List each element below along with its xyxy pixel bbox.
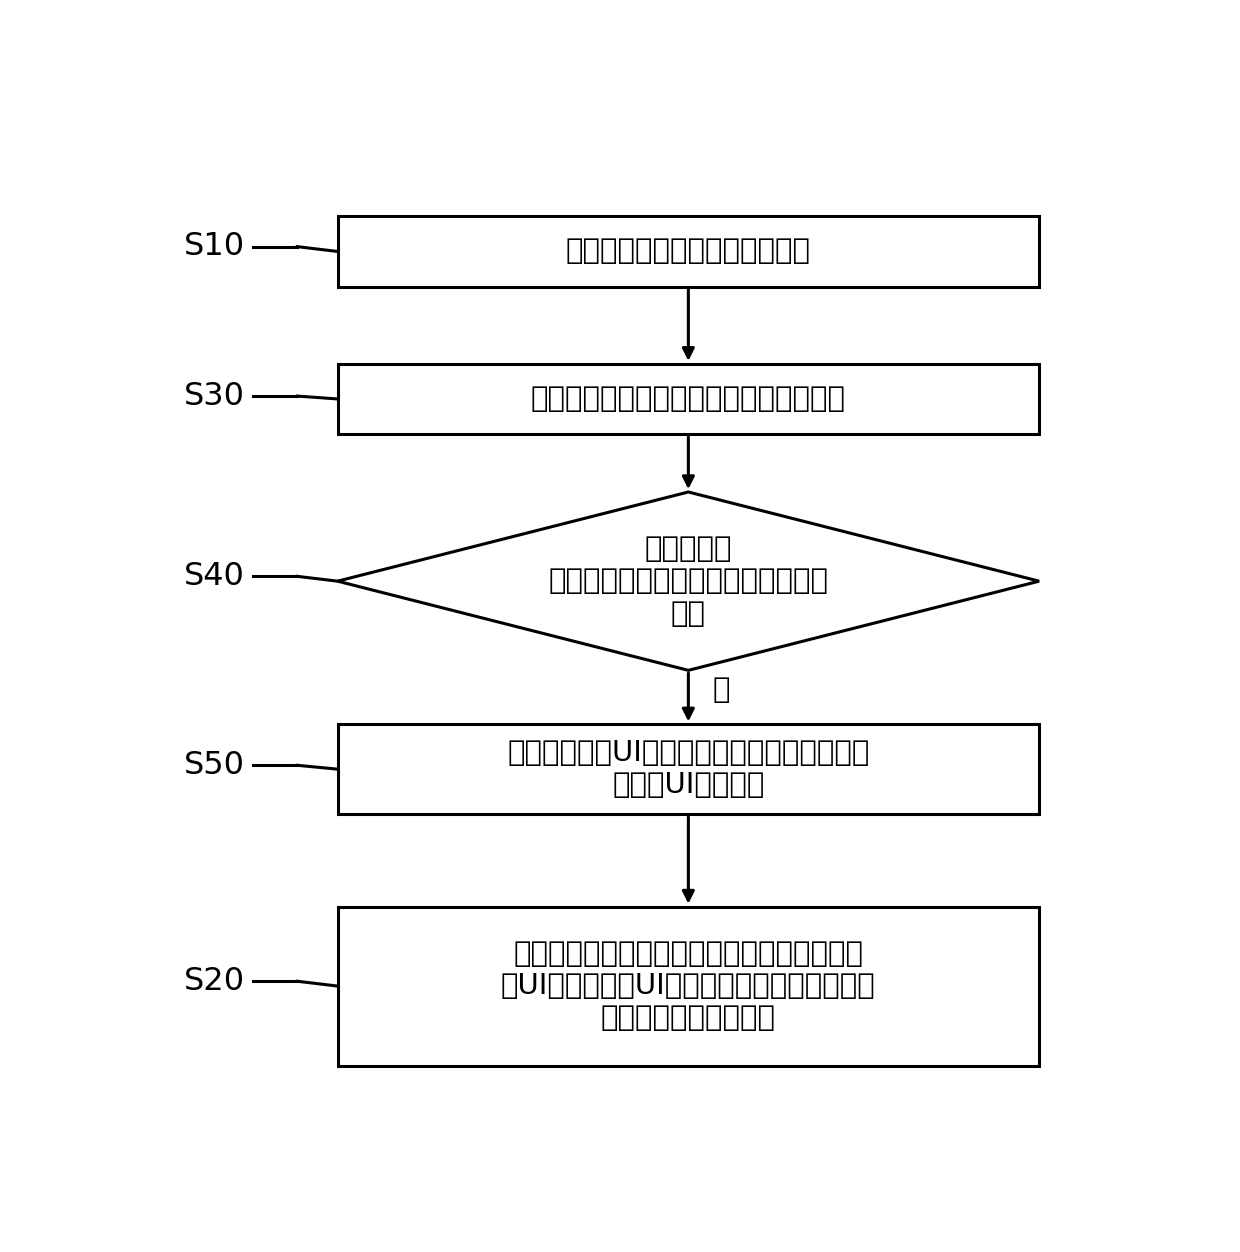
Text: S50: S50: [184, 750, 244, 781]
Text: 将所述按压信号对应的指纹范围以外的所述系
统UI切换为暗色UI，以便于对所述指纹范围的
指纹进行光学指纹采集: 将所述按压信号对应的指纹范围以外的所述系 统UI切换为暗色UI，以便于对所述指纹…: [501, 940, 875, 1033]
Bar: [337, 906, 1039, 1065]
Text: 获取所述暗色UI，以便于对所述指纹范围以外
的系统UI进行切换: 获取所述暗色UI，以便于对所述指纹范围以外 的系统UI进行切换: [507, 739, 869, 799]
Bar: [337, 217, 1039, 287]
Text: 在指纹采集区域，接收按压信号: 在指纹采集区域，接收按压信号: [565, 238, 811, 265]
Text: S10: S10: [184, 232, 246, 262]
Text: S30: S30: [184, 381, 244, 412]
Text: 获取所述按压信号对应的压感触控压力值: 获取所述按压信号对应的压感触控压力值: [531, 384, 846, 413]
Bar: [337, 364, 1039, 434]
Polygon shape: [337, 492, 1039, 670]
Text: S20: S20: [184, 965, 246, 997]
Bar: [337, 725, 1039, 814]
Text: 判断所述压
感触控压力值是否达到第一预设压力
范围: 判断所述压 感触控压力值是否达到第一预设压力 范围: [548, 535, 828, 627]
Text: 是: 是: [713, 676, 730, 704]
Text: S40: S40: [184, 561, 244, 592]
